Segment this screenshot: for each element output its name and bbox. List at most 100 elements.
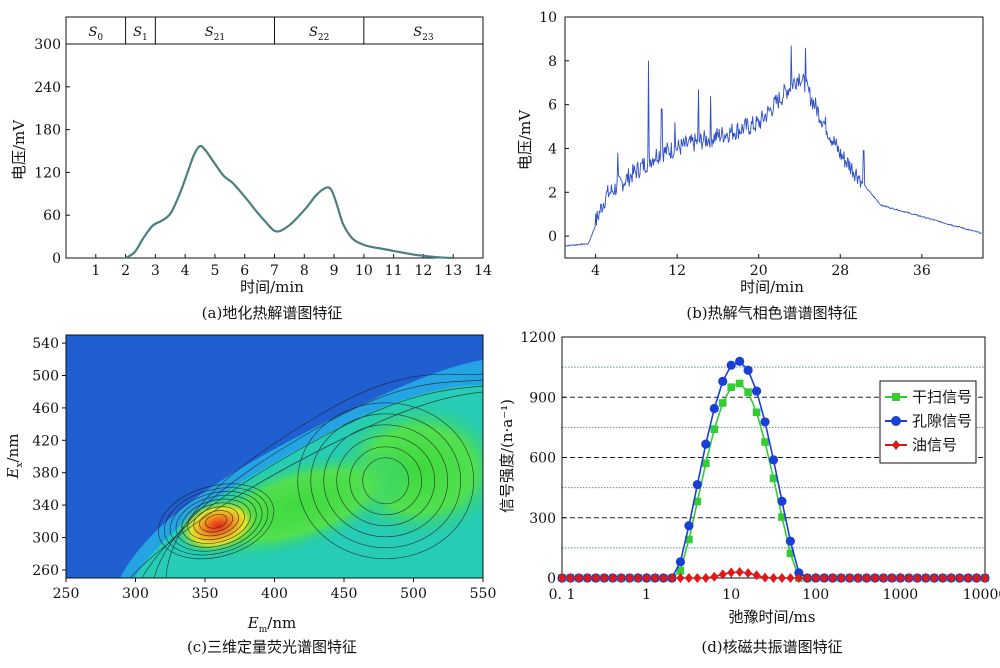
panel-c-fluorescence-heatmap: 250 300 350 400 450 500 550 260 300 340 380 420 460 5… [4, 334, 496, 635]
y-tick-label: 0 [547, 571, 556, 587]
series-marker [685, 535, 693, 544]
series-marker [667, 573, 676, 583]
series-marker [811, 573, 820, 583]
x-tick-label: 12 [415, 263, 433, 279]
series-marker [744, 568, 753, 579]
x-tick-label: 20 [750, 263, 768, 279]
plot-frame [564, 16, 984, 259]
x-tick-label: 2 [121, 263, 130, 279]
x-tick-label: 12 [668, 263, 686, 279]
y-tick-label: 460 [32, 401, 59, 417]
y-tick-label: 340 [32, 498, 59, 514]
y-axis-label: Ex/nm [4, 434, 25, 480]
stage-label: S1 [133, 25, 148, 43]
contour-line [193, 506, 239, 537]
y-tick-label: 380 [32, 466, 59, 482]
x-tick-label: 4 [181, 263, 190, 279]
contour-line [163, 487, 269, 556]
series-marker [608, 573, 617, 583]
y-tick-label: 0 [548, 229, 557, 245]
series-marker [947, 573, 956, 583]
y-tick-label: 2 [548, 185, 557, 201]
series-marker [727, 567, 736, 578]
x-tick-label: 10 [722, 587, 740, 603]
x-tick-label: 4 [591, 263, 600, 279]
x-tick-label: 3 [151, 263, 160, 279]
x-tick-label: 36 [913, 263, 931, 279]
series-marker [896, 573, 905, 583]
y-tick-label: 120 [34, 165, 61, 181]
stage-label: S22 [309, 25, 329, 43]
series-marker [675, 557, 686, 567]
series-marker [693, 573, 702, 583]
stage-label: S21 [205, 25, 225, 43]
series-marker [718, 569, 727, 580]
series-marker [718, 399, 727, 407]
series-marker [558, 573, 566, 583]
series-marker [591, 573, 600, 583]
x-tick-label: 11 [385, 263, 403, 279]
series-marker [820, 573, 829, 583]
y-tick-label: 10 [539, 10, 557, 26]
series-marker [752, 408, 761, 417]
y-tick-label: 600 [529, 451, 556, 467]
series-marker [904, 573, 913, 583]
x-tick-label: 13 [444, 263, 462, 279]
contour-line [205, 513, 228, 529]
series-marker [617, 573, 626, 583]
contour-line [323, 424, 449, 538]
series-marker [735, 356, 745, 366]
stage-label: S23 [413, 25, 434, 43]
series-marker [600, 573, 609, 583]
series-marker [744, 388, 752, 396]
pyrolysis-curve [124, 144, 454, 260]
plot-frame [65, 16, 484, 259]
y-tick-label: 8 [548, 54, 557, 70]
series-marker [769, 474, 778, 483]
series-marker [583, 573, 592, 583]
x-tick-label: 250 [53, 586, 80, 602]
series-marker [794, 568, 804, 578]
y-tick-label: 900 [529, 390, 556, 406]
x-tick-label: 500 [400, 586, 427, 602]
series-marker [684, 573, 693, 583]
y-tick-label: 500 [32, 369, 59, 385]
legend-marker [892, 440, 900, 450]
series-marker [777, 573, 786, 583]
series-marker [794, 573, 803, 583]
y-tick-label: 60 [43, 208, 61, 224]
x-tick-label: 6 [240, 263, 249, 279]
series-marker [625, 573, 634, 583]
x-tick-label: 300 [122, 586, 149, 602]
series-marker [701, 573, 710, 583]
x-axis-label: 弛豫时间/ms [729, 608, 816, 626]
y-tick-label: 300 [34, 37, 61, 53]
series-marker [676, 566, 685, 575]
contour-line [153, 379, 483, 578]
x-tick-label: 28 [831, 263, 849, 279]
x-tick-label: 14 [474, 263, 492, 279]
series-marker [684, 521, 694, 531]
panel-b-caption: (b)热解气相色谱谱图特征 [686, 304, 857, 322]
y-axis-label: 电压/mV [516, 109, 534, 170]
series-marker [786, 549, 795, 558]
series-marker [718, 376, 728, 387]
x-tick-label: 350 [192, 586, 219, 602]
series-marker [692, 479, 702, 490]
series-marker [566, 573, 575, 583]
series-marker [743, 365, 753, 375]
x-tick-label: 10 [355, 263, 373, 279]
x-tick-label: 8 [300, 263, 309, 279]
series-marker [777, 496, 787, 506]
series-marker [803, 573, 812, 583]
series-marker [871, 573, 880, 583]
contour-line [349, 446, 423, 516]
x-axis-label: 时间/min [240, 278, 304, 296]
series-marker [659, 573, 668, 583]
series-marker [938, 573, 947, 583]
x-tick-label: 7 [270, 263, 279, 279]
contour-line [181, 498, 251, 544]
